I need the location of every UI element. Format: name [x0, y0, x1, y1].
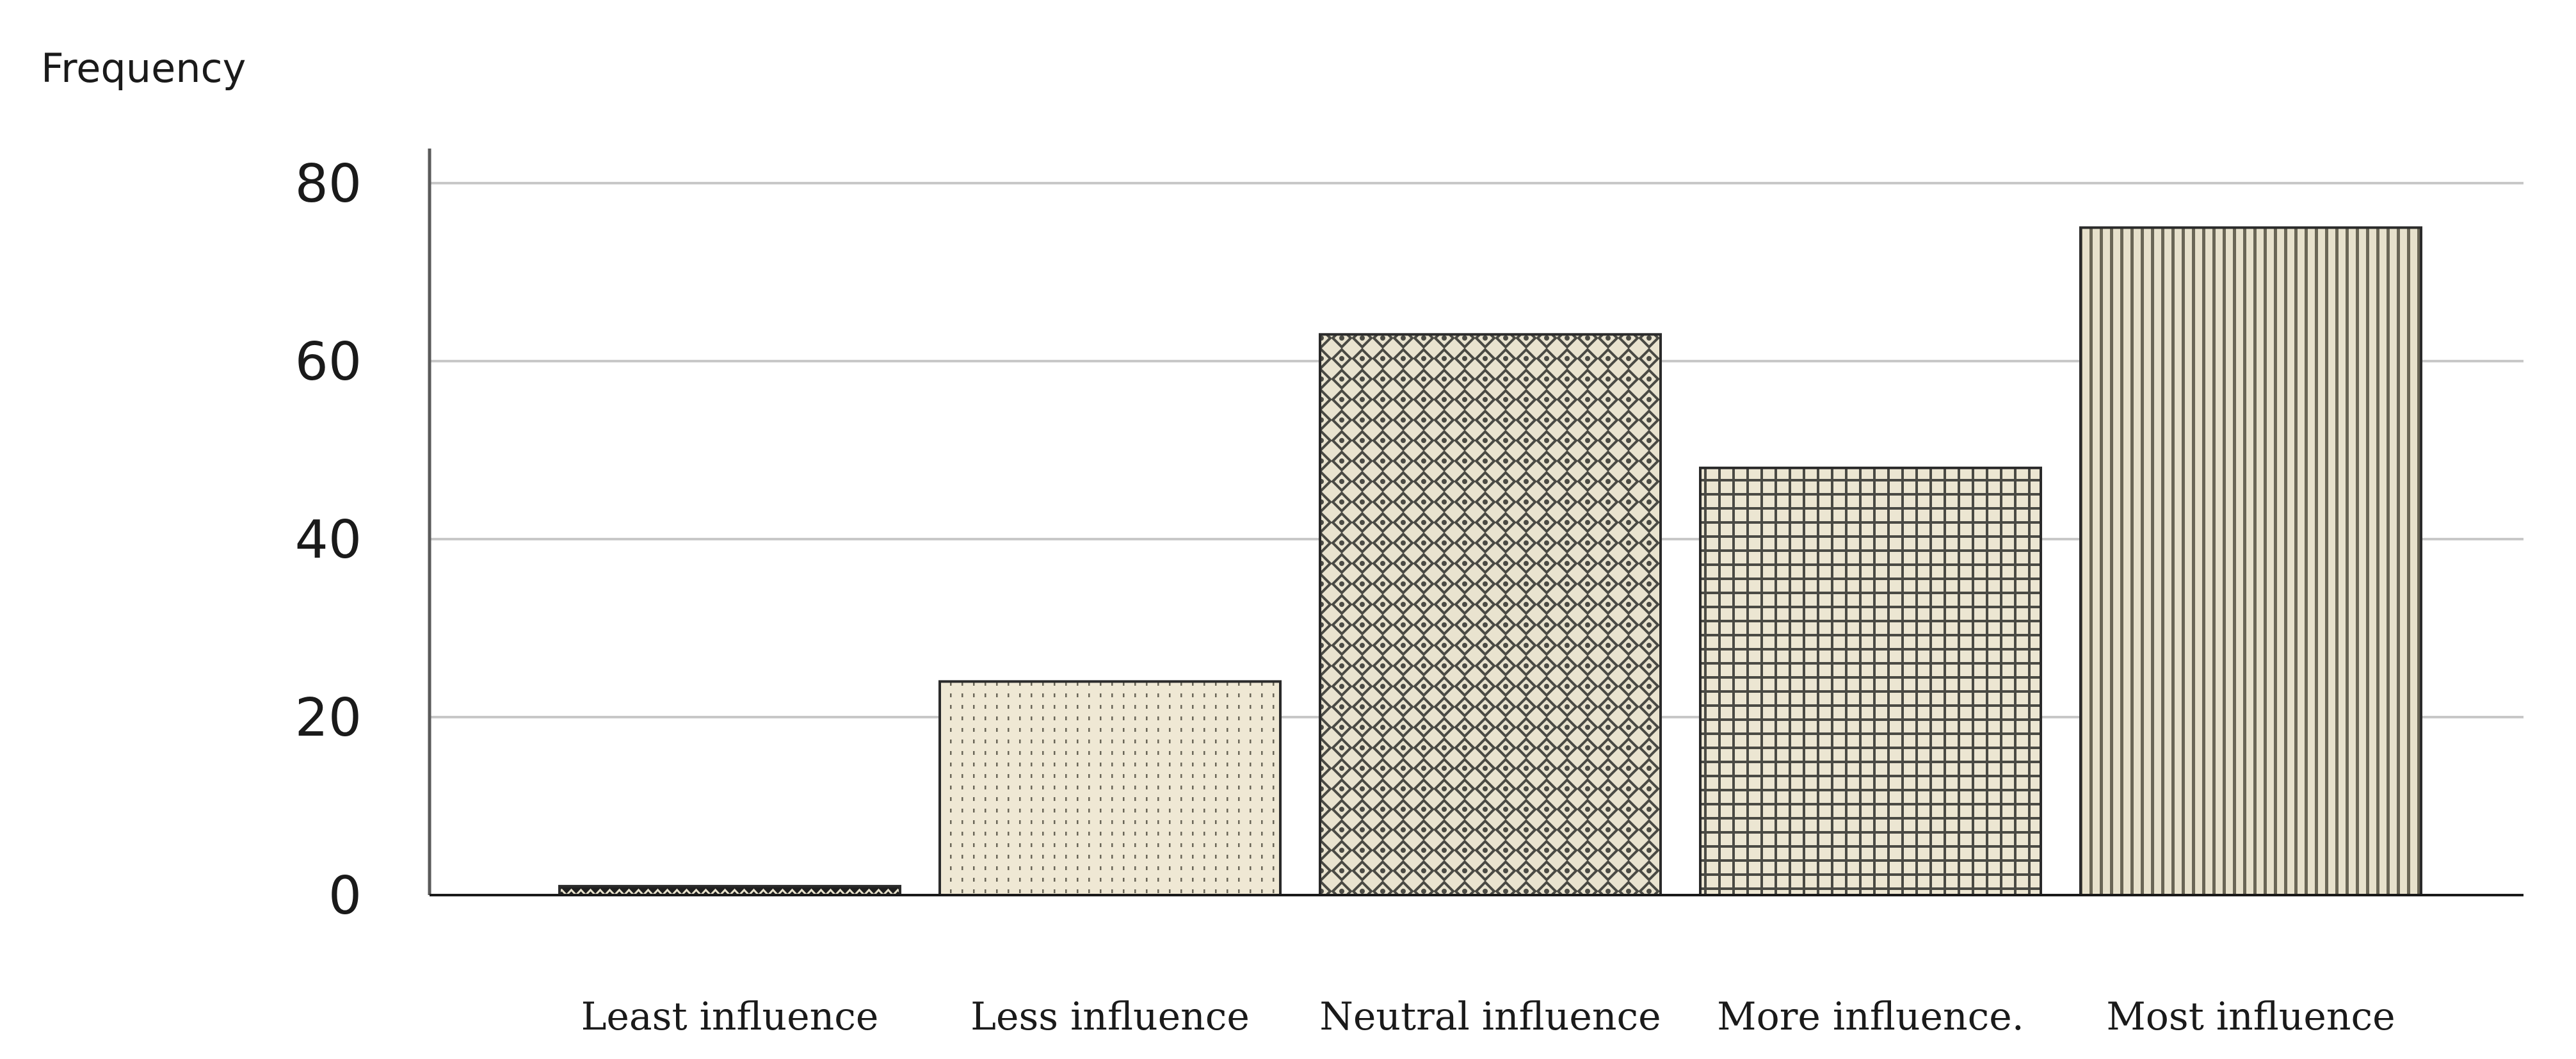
x-tick-label: Neutral influence — [1319, 994, 1661, 1039]
y-tick-label: 80 — [295, 154, 362, 214]
y-tick-label: 40 — [295, 510, 362, 570]
x-tick-label: More influence. — [1717, 994, 2024, 1039]
x-axis-ticks: Least influence Less influence Neutral inf… — [581, 994, 2395, 1039]
y-axis-ticks: 0 20 40 60 80 — [295, 154, 362, 926]
y-tick-label: 60 — [295, 332, 362, 392]
bar-less-influence — [938, 680, 1282, 897]
bar-more-influence — [1699, 466, 2042, 896]
bar-most-influence — [2079, 226, 2422, 896]
x-tick-label: Most influence — [2106, 994, 2395, 1039]
x-tick-label: Least influence — [581, 994, 879, 1039]
x-tick-label: Less influence — [970, 994, 1250, 1039]
bar-neutral-influence — [1319, 333, 1662, 896]
bars — [558, 226, 2422, 897]
bar-least-influence — [558, 885, 901, 896]
y-tick-label: 20 — [295, 688, 362, 748]
y-axis-label: Frequency — [41, 45, 246, 92]
y-tick-label: 0 — [328, 866, 362, 926]
